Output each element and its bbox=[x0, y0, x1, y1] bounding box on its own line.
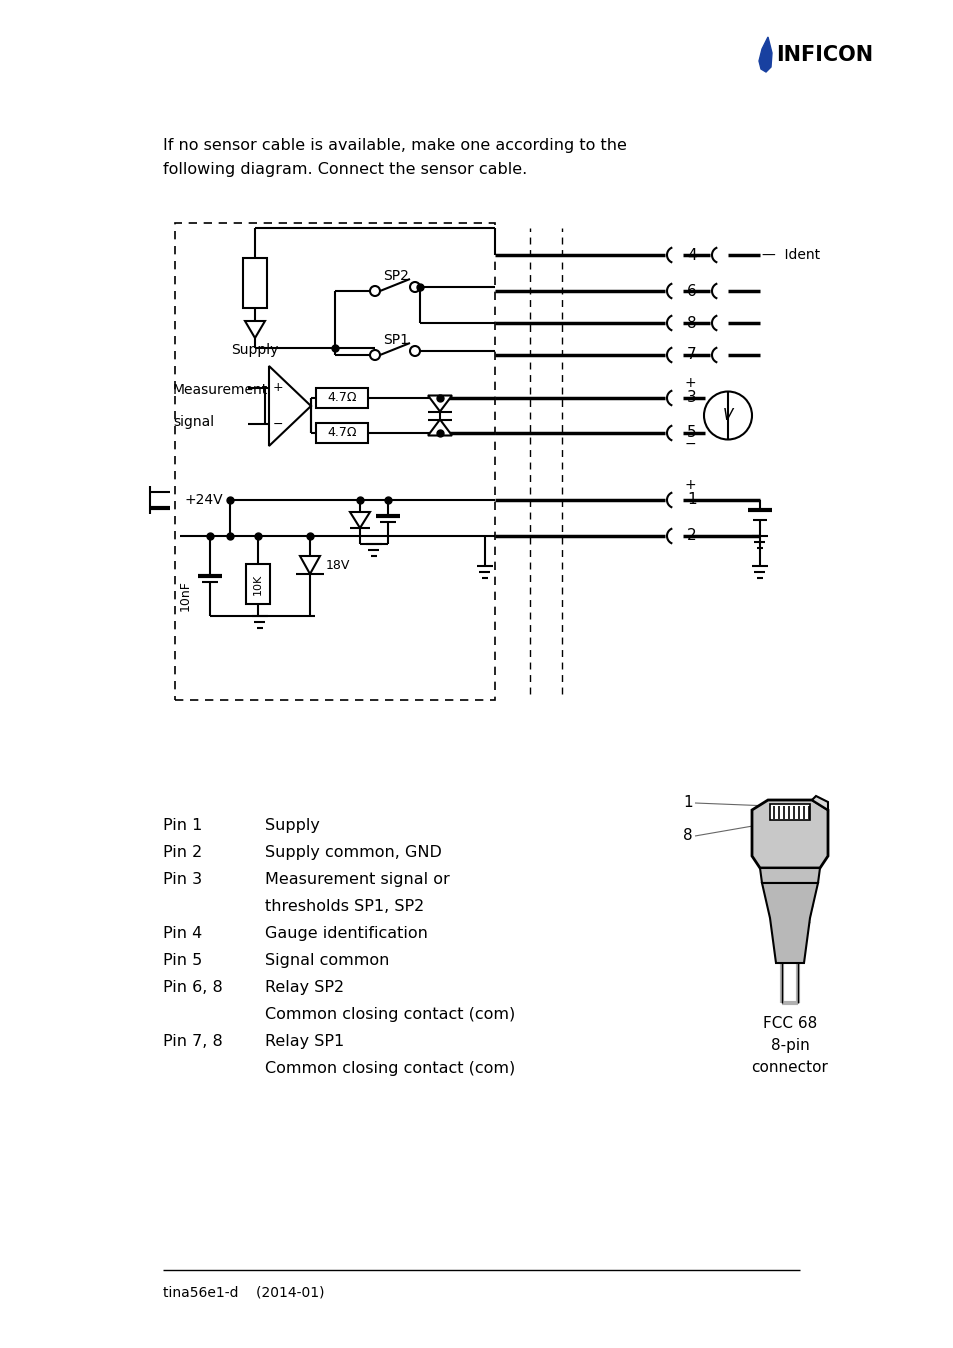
Text: Signal common: Signal common bbox=[265, 953, 389, 968]
Polygon shape bbox=[769, 803, 809, 820]
Polygon shape bbox=[811, 797, 827, 810]
Text: Supply: Supply bbox=[231, 342, 278, 357]
Text: 1: 1 bbox=[682, 795, 692, 810]
Text: +24V: +24V bbox=[185, 493, 223, 507]
Text: INFICON: INFICON bbox=[775, 44, 872, 65]
Text: signal: signal bbox=[172, 415, 213, 429]
Text: SP1: SP1 bbox=[382, 333, 409, 346]
Text: +: + bbox=[273, 381, 283, 395]
Text: —  Ident: — Ident bbox=[761, 248, 820, 262]
Text: 1: 1 bbox=[686, 492, 696, 507]
Text: Supply: Supply bbox=[265, 818, 319, 833]
Text: Relay SP2: Relay SP2 bbox=[265, 980, 344, 995]
Text: SP2: SP2 bbox=[382, 270, 409, 283]
Text: Common closing contact (com): Common closing contact (com) bbox=[265, 1007, 515, 1022]
Text: 18V: 18V bbox=[326, 559, 350, 573]
Text: +: + bbox=[684, 376, 696, 390]
Bar bbox=[243, 257, 267, 307]
Text: Measurement signal or: Measurement signal or bbox=[265, 872, 449, 887]
Circle shape bbox=[703, 391, 751, 439]
Text: Pin 2: Pin 2 bbox=[163, 845, 202, 860]
Text: Pin 5: Pin 5 bbox=[163, 953, 202, 968]
Text: 3: 3 bbox=[686, 391, 696, 406]
Polygon shape bbox=[269, 367, 311, 446]
Polygon shape bbox=[428, 395, 452, 411]
Text: If no sensor cable is available, make one according to the: If no sensor cable is available, make on… bbox=[163, 137, 626, 154]
Polygon shape bbox=[759, 36, 771, 71]
Bar bbox=[315, 388, 368, 408]
Text: −: − bbox=[684, 437, 696, 452]
Bar bbox=[174, 222, 495, 700]
Text: following diagram. Connect the sensor cable.: following diagram. Connect the sensor ca… bbox=[163, 162, 527, 177]
Text: 10nF: 10nF bbox=[179, 581, 192, 612]
Circle shape bbox=[410, 346, 419, 356]
Text: Measurement: Measurement bbox=[172, 383, 268, 398]
Text: thresholds SP1, SP2: thresholds SP1, SP2 bbox=[265, 899, 424, 914]
Text: Gauge identification: Gauge identification bbox=[265, 926, 428, 941]
Text: Common closing contact (com): Common closing contact (com) bbox=[265, 1061, 515, 1076]
Polygon shape bbox=[428, 419, 452, 435]
Text: −: − bbox=[273, 418, 283, 430]
Polygon shape bbox=[751, 799, 827, 868]
Circle shape bbox=[410, 282, 419, 293]
Text: Pin 7, 8: Pin 7, 8 bbox=[163, 1034, 222, 1049]
Text: FCC 68
8-pin
connector: FCC 68 8-pin connector bbox=[751, 1016, 827, 1076]
Text: 10K: 10K bbox=[253, 573, 263, 594]
Text: Pin 6, 8: Pin 6, 8 bbox=[163, 980, 222, 995]
Text: 5: 5 bbox=[686, 426, 696, 441]
Polygon shape bbox=[350, 512, 370, 528]
Text: 8: 8 bbox=[686, 315, 696, 330]
Polygon shape bbox=[299, 555, 319, 574]
Text: 4.7Ω: 4.7Ω bbox=[327, 391, 356, 404]
Text: Relay SP1: Relay SP1 bbox=[265, 1034, 344, 1049]
Text: Pin 1: Pin 1 bbox=[163, 818, 202, 833]
Text: 8: 8 bbox=[682, 829, 692, 844]
Text: 6: 6 bbox=[686, 283, 696, 298]
Polygon shape bbox=[245, 321, 265, 338]
Text: Pin 3: Pin 3 bbox=[163, 872, 202, 887]
Text: 7: 7 bbox=[686, 348, 696, 363]
Text: tina56e1-d    (2014-01): tina56e1-d (2014-01) bbox=[163, 1286, 324, 1299]
Text: 4: 4 bbox=[686, 248, 696, 263]
Polygon shape bbox=[761, 883, 817, 962]
Bar bbox=[315, 423, 368, 443]
Circle shape bbox=[370, 286, 379, 297]
Text: 2: 2 bbox=[686, 528, 696, 543]
Text: 4.7Ω: 4.7Ω bbox=[327, 426, 356, 439]
Text: Supply common, GND: Supply common, GND bbox=[265, 845, 441, 860]
Text: V: V bbox=[722, 408, 733, 423]
Text: +: + bbox=[684, 479, 696, 492]
Polygon shape bbox=[760, 868, 820, 883]
Circle shape bbox=[370, 350, 379, 360]
Text: Pin 4: Pin 4 bbox=[163, 926, 202, 941]
Bar bbox=[246, 563, 270, 604]
